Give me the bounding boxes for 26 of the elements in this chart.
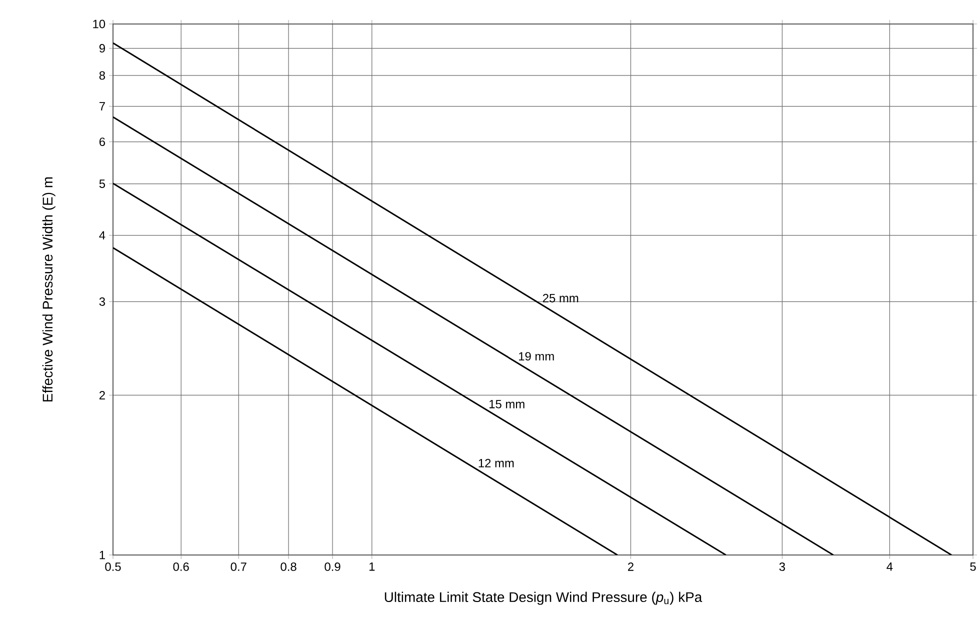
x-tick-label: 4 <box>886 562 893 571</box>
x-tick-label: 0.8 <box>280 562 296 571</box>
y-tick-label: 1 <box>100 550 105 560</box>
y-tick-label: 10 <box>93 20 106 28</box>
y-tick-label: 4 <box>99 231 106 240</box>
x-tick-label: 0.6 <box>173 562 189 571</box>
y-tick-label: 6 <box>99 138 106 146</box>
x-tick-label: 2 <box>628 562 634 571</box>
x-axis-title: Ultimate Limit State Design Wind Pressure (p$_{u}$) kPa <box>384 592 702 605</box>
y-tick-label: 3 <box>99 297 106 306</box>
x-tick-label: 3 <box>779 562 786 571</box>
y-tick-label: 8 <box>99 71 106 80</box>
series-label: 25 mm <box>542 294 578 302</box>
x-tick-label: 5 <box>970 562 976 571</box>
y-tick-label: 9 <box>99 44 105 53</box>
series-label: 15 mm <box>490 400 524 408</box>
x-tick-label: 0.9 <box>324 562 340 571</box>
y-tick-label: 7 <box>99 102 105 110</box>
x-tick-label: 0.5 <box>105 562 121 571</box>
y-tick-label: 2 <box>99 390 105 400</box>
x-tick-label: 0.7 <box>230 562 246 571</box>
x-tick-label: 1 <box>369 562 375 571</box>
series-label: 19 mm <box>519 352 554 361</box>
y-axis-title: Effective Wind Pressure Width (E) m <box>42 177 56 402</box>
y-tick-label: 5 <box>99 180 106 188</box>
series-label: 12 mm <box>478 458 514 468</box>
